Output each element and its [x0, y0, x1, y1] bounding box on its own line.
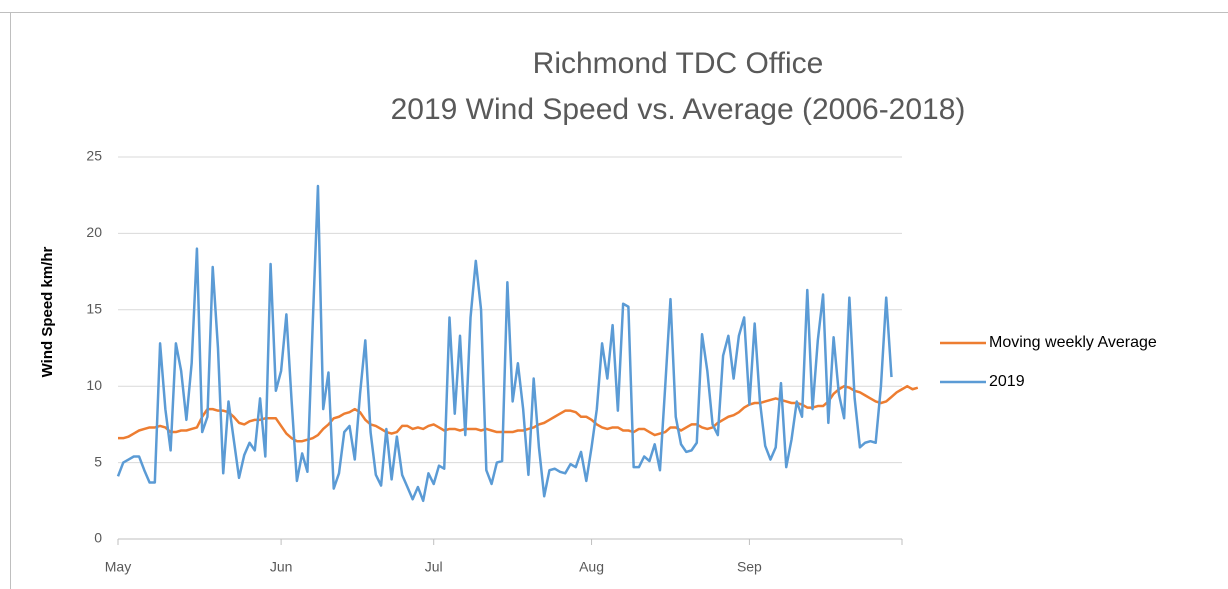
sheet-frame [0, 12, 1228, 589]
y-tick-label: 10 [86, 377, 102, 393]
y-tick-label: 5 [94, 453, 102, 469]
y-tick-label: 20 [86, 224, 102, 240]
y-tick-label: 25 [86, 148, 102, 164]
x-tick-label: Aug [579, 559, 604, 575]
series-line [118, 384, 919, 443]
legend-label: Moving weekly Average [989, 334, 1157, 351]
x-tick-label: Jun [270, 559, 293, 575]
chart-title: 2019 Wind Speed vs. Average (2006-2018) [391, 93, 966, 126]
x-tick-label: Sep [737, 559, 762, 575]
series-line [116, 184, 893, 503]
chart-title: Richmond TDC Office [533, 47, 824, 80]
y-tick-label: 15 [86, 301, 102, 317]
y-tick-label: 0 [94, 530, 102, 546]
y-axis-label: Wind Speed km/hr [39, 246, 56, 377]
x-tick-label: Jul [425, 559, 443, 575]
legend-label: 2019 [989, 373, 1025, 390]
x-tick-label: May [105, 559, 131, 575]
